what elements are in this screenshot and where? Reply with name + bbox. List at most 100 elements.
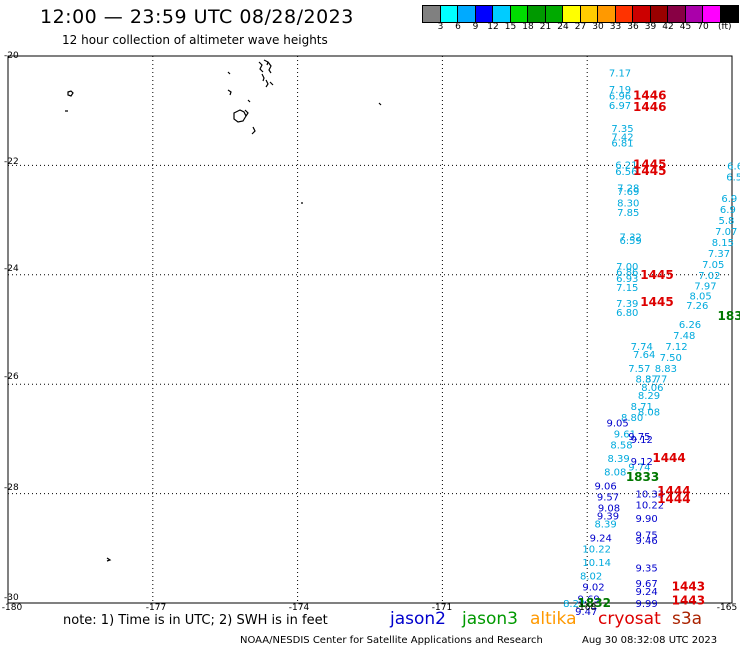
color-scale-swatch — [423, 6, 441, 22]
wave-height-label: 7.28 — [617, 183, 639, 194]
wave-height-label: 9.46 — [635, 536, 657, 547]
wave-height-label: 7.64 — [633, 350, 655, 361]
legend-cryosat: cryosat — [598, 609, 661, 629]
color-scale-swatch — [528, 6, 546, 22]
legend-jason2: jason2 — [390, 609, 446, 629]
wave-height-label: 7.32 — [620, 233, 642, 244]
color-scale-swatch — [493, 6, 511, 22]
wave-height-label: 7.35 — [611, 124, 633, 135]
island-outline — [65, 90, 382, 562]
color-scale-swatch — [633, 6, 651, 22]
generated-timestamp: Aug 30 08:32:08 UTC 2023 — [582, 635, 718, 646]
wave-height-label: 9.06 — [594, 481, 616, 492]
color-scale-tick: 70 — [697, 22, 709, 32]
wave-height-label: 6.56 — [615, 167, 637, 178]
wave-height-label: 7.07 — [715, 227, 737, 238]
wave-height-label: 8.83 — [655, 364, 677, 375]
wave-height-label: 8.58 — [610, 440, 632, 451]
wave-height-label: 10.14 — [582, 558, 611, 569]
wave-height-label: 7.37 — [708, 249, 730, 260]
wave-height-label: 8.39 — [607, 454, 629, 465]
wave-height-label: 6.97 — [609, 101, 631, 112]
wave-height-label: 6.96 — [609, 91, 631, 102]
wave-height-label: 5.8 — [718, 216, 734, 227]
color-scale-swatch — [475, 6, 493, 22]
wave-height-label: 8.08 — [638, 408, 660, 419]
coastlines — [65, 59, 382, 562]
wave-height-label: 6.5 — [726, 172, 740, 183]
color-scale-swatch — [545, 6, 563, 22]
wave-height-label: 7.05 — [702, 260, 724, 271]
wave-height-label: 9.02 — [582, 583, 604, 594]
wave-height-label: 8.30 — [617, 199, 639, 210]
wave-height-label: 9.67 — [635, 579, 657, 590]
lat-label: -28 — [4, 483, 19, 493]
color-scale-tick: 39 — [644, 22, 657, 32]
color-scale-tick: 18 — [522, 22, 534, 32]
wave-height-label: 7.48 — [673, 331, 695, 342]
color-scale-tick: 3 — [437, 22, 444, 32]
wave-height-label: 9.74 — [628, 462, 650, 473]
map-subtitle: 12 hour collection of altimeter wave hei… — [62, 33, 328, 47]
wave-height-label: 7.12 — [665, 342, 687, 353]
wave-height-label: 9.47 — [575, 607, 597, 618]
color-scale-swatch — [703, 6, 721, 22]
footnote: note: 1) Time is in UTC; 2) SWH is in fe… — [63, 613, 328, 628]
lon-label: -174 — [288, 603, 310, 613]
wave-height-label: 9.75 — [628, 432, 650, 443]
wave-height-label: 7.19 — [609, 85, 631, 96]
wave-height-label: 9.24 — [635, 587, 657, 598]
wave-height-label: 8.15 — [712, 238, 734, 249]
island-outline — [227, 59, 274, 96]
pass-time-label: 1445 — [633, 164, 666, 178]
credit-line: NOAA/NESDIS Center for Satellite Applica… — [240, 635, 543, 646]
wave-height-label: 9.61 — [614, 429, 636, 440]
wave-height-label: 6.21 — [615, 160, 637, 171]
wave-height-label: 6.59 — [620, 236, 642, 247]
wave-height-label: 7.00 — [616, 262, 638, 273]
wave-height-label: 9.24 — [590, 533, 612, 544]
color-scale-swatch — [510, 6, 528, 22]
pass-time-label: 1443 — [672, 593, 705, 607]
pass-time-label: 1446 — [633, 88, 666, 102]
pass-time-label: 1444 — [657, 492, 690, 506]
wave-height-label: 8.80 — [621, 413, 643, 424]
color-scale-swatch — [650, 6, 668, 22]
pass-time-label: 1834 — [718, 309, 740, 323]
wave-height-label: 7.69 — [617, 187, 639, 198]
color-scale-swatch — [580, 6, 598, 22]
wave-height-label: 6.9 — [721, 194, 737, 205]
wave-height-label: 9.75 — [635, 531, 657, 542]
wave-height-label: 7.97 — [694, 282, 716, 293]
color-scale-tick: 6 — [455, 22, 461, 32]
color-scale-swatch — [685, 6, 703, 22]
wave-height-label: 9.57 — [597, 492, 619, 503]
lat-label: -24 — [4, 264, 19, 274]
wave-height-label: 10.22 — [582, 544, 611, 555]
color-scale-swatch — [440, 6, 458, 22]
wave-height-label: 10.33 — [635, 490, 664, 501]
wave-height-label: 7.17 — [609, 68, 631, 79]
wave-height-label: 6.9 — [720, 205, 736, 216]
lat-label: -20 — [4, 51, 19, 61]
color-scale-tick: 24 — [557, 22, 569, 32]
wave-height-label: 6.81 — [611, 138, 633, 149]
wave-height-label: 8.29 — [638, 391, 660, 402]
lon-label: -180 — [1, 603, 23, 613]
color-scale-tick: 21 — [539, 22, 552, 32]
pass-time-label: 1445 — [640, 295, 673, 309]
wave-height-label: 8.77 — [645, 375, 667, 386]
wave-height-label: 9.05 — [607, 418, 629, 429]
wave-height-label: 6.80 — [616, 308, 638, 319]
wave-height-label: 9.35 — [635, 563, 657, 574]
lat-label: -30 — [4, 593, 19, 603]
lon-label: -165 — [716, 603, 738, 613]
legend-jason3: jason3 — [462, 609, 518, 629]
wave-height-label: 9.69 — [578, 595, 600, 606]
color-scale-tick: 15 — [504, 22, 517, 32]
wave-height-label: 7.85 — [617, 208, 639, 219]
pass-time-label: 1444 — [657, 484, 690, 498]
wave-height-label: 7.02 — [698, 271, 720, 282]
island-outline — [233, 99, 256, 135]
